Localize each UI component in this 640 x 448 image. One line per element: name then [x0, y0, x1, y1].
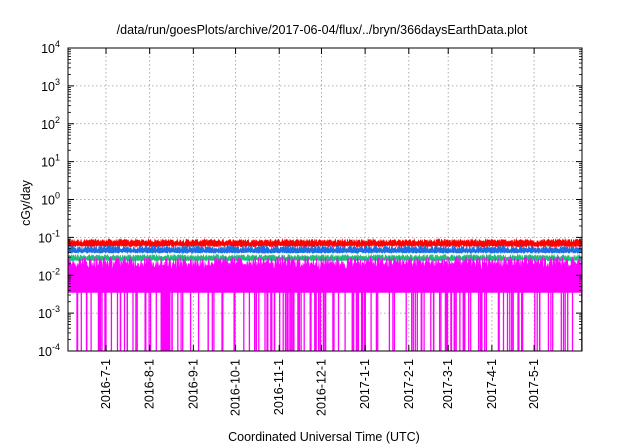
series-0 — [67, 237, 583, 249]
series-band — [67, 244, 583, 255]
x-tick-label: 2016-8-1 — [143, 359, 157, 409]
y-tick-label: 10-3 — [38, 304, 60, 321]
x-tick-label: 2017-1-1 — [358, 359, 372, 409]
y-tick-label: 100 — [41, 191, 60, 208]
x-tick-label: 2016-9-1 — [186, 359, 200, 409]
chart-title: /data/run/goesPlots/archive/2017-06-04/f… — [117, 23, 528, 37]
y-tick-label: 104 — [41, 39, 60, 56]
series-dropout — [160, 292, 171, 351]
x-axis-ticks: 2016-7-1 2016-8-1 2016-9-1 2016-10-1 2016-11… — [99, 48, 541, 416]
y-tick-label: 10-1 — [38, 228, 60, 245]
x-tick-label: 2016-10-1 — [229, 359, 243, 416]
x-tick-label: 2016-7-1 — [99, 359, 113, 409]
series-layer — [67, 237, 583, 351]
x-tick-label: 2017-3-1 — [441, 359, 455, 409]
x-axis-label: Coordinated Universal Time (UTC) — [228, 430, 420, 444]
y-tick-label: 10-2 — [38, 266, 60, 283]
series-3 — [67, 255, 583, 351]
y-tick-label: 10-4 — [38, 342, 60, 359]
x-tick-label: 2016-11-1 — [272, 359, 286, 415]
series-band — [67, 255, 583, 293]
x-tick-label: 2017-2-1 — [402, 359, 416, 409]
x-tick-label: 2017-5-1 — [527, 359, 541, 409]
y-tick-label: 103 — [41, 77, 60, 94]
y-axis-label: cGy/day — [19, 179, 33, 226]
x-tick-label: 2017-4-1 — [485, 359, 499, 409]
y-tick-label: 102 — [41, 115, 60, 132]
series-band — [67, 237, 583, 249]
x-tick-label: 2016-12-1 — [314, 359, 328, 416]
y-tick-label: 101 — [41, 153, 60, 170]
series-1 — [67, 244, 583, 255]
y-axis-ticks: 10-4 10-3 10-2 10-1 100 101 102 103 104 — [38, 39, 582, 359]
